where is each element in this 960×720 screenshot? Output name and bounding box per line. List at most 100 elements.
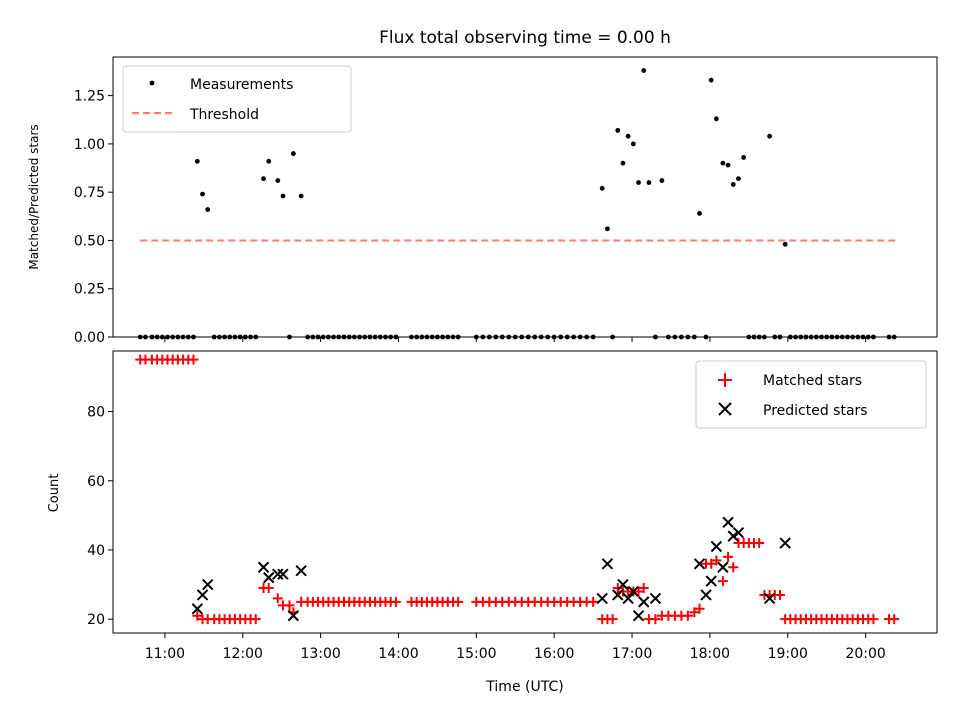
predicted-star-point <box>705 575 717 587</box>
bottom-ylabel: Count <box>47 474 62 513</box>
top-y-axis: 0.00 0.25 0.50 0.75 1.00 1.25 <box>74 89 113 346</box>
bottom-xtick-label: 20:00 <box>845 646 885 662</box>
measurement-point <box>659 178 665 183</box>
matched-star-point <box>192 610 203 621</box>
measurement-point <box>298 193 304 199</box>
matched-star-point <box>263 583 274 594</box>
bottom-xtick-label: 13:00 <box>300 646 340 662</box>
predicted-star-point <box>287 609 300 622</box>
measurement-point <box>200 191 205 197</box>
measurement-point <box>646 180 652 185</box>
predicted-star-point <box>627 585 640 598</box>
measurement-point <box>641 68 647 73</box>
predicted-star-point <box>277 568 289 580</box>
predicted-star-point <box>693 558 706 570</box>
top-legend: Measurements Threshold <box>122 65 352 133</box>
bottom-ytick-label: 20 <box>87 612 105 628</box>
measurement-point <box>275 178 281 183</box>
predicted-star-point <box>638 596 650 608</box>
measurement-point <box>599 185 605 191</box>
legend-measurements-label: Measurements <box>190 77 293 93</box>
predicted-star-point <box>596 592 608 605</box>
bottom-legend-box <box>695 360 927 429</box>
measurement-point <box>605 226 610 232</box>
bottom-x-axis: 11:00 12:00 13:00 14:00 15:00 16:00 17:00 18:00… <box>145 633 886 662</box>
top-title: Flux total observing time = 0.00 h <box>379 28 671 48</box>
bottom-xtick-label: 15:00 <box>456 646 496 662</box>
bottom-xtick-label: 12:00 <box>223 646 263 662</box>
measurement-point <box>266 158 272 164</box>
matched-star-point <box>612 583 623 594</box>
legend-predicted-marker <box>718 402 732 416</box>
bottom-ytick-label: 40 <box>87 543 105 559</box>
measurement-point <box>280 193 286 199</box>
predicted-stars-layer <box>191 516 791 622</box>
predicted-star-point <box>617 578 629 591</box>
measurement-point <box>630 141 636 147</box>
matched-star-point <box>284 600 295 611</box>
measurement-point <box>620 160 626 166</box>
bottom-xtick-label: 16:00 <box>534 646 574 662</box>
matched-star-point <box>728 562 739 573</box>
top-ytick-label: 1.25 <box>74 89 105 105</box>
matched-star-point <box>633 586 644 597</box>
predicted-star-point <box>779 537 791 549</box>
measurement-point <box>615 127 621 133</box>
top-ylabel: Matched/Predicted stars <box>27 124 41 269</box>
matched-star-point <box>889 614 900 625</box>
predicted-star-point <box>601 558 614 570</box>
predicted-star-point <box>191 603 204 615</box>
legend-predicted-label: Predicted stars <box>763 403 868 419</box>
matched-star-point <box>689 607 700 618</box>
predicted-star-point <box>632 609 645 622</box>
matched-star-point <box>717 576 728 587</box>
measurement-point <box>261 176 266 182</box>
bottom-xlabel: Time (UTC) <box>485 679 563 695</box>
predicted-star-point <box>272 568 284 580</box>
predicted-star-point <box>202 578 214 591</box>
top-ytick-label: 0.00 <box>74 330 105 346</box>
matched-star-point <box>711 555 722 566</box>
predicted-star-point <box>722 516 734 528</box>
matched-star-point <box>682 610 693 621</box>
top-axes-frame <box>112 56 938 338</box>
measurement-point <box>194 158 200 164</box>
measurement-point <box>730 182 736 187</box>
matched-star-point <box>706 558 717 569</box>
matched-star-point <box>774 589 785 600</box>
predicted-star-point <box>612 589 624 601</box>
matched-star-point <box>588 596 599 607</box>
legend-matched-label: Matched stars <box>763 373 862 389</box>
bottom-ytick-label: 80 <box>87 405 105 421</box>
matched-star-point <box>272 593 283 604</box>
predicted-star-point <box>700 589 712 601</box>
matched-star-point <box>188 354 199 365</box>
top-ytick-label: 0.25 <box>74 282 105 298</box>
measurement-point <box>736 176 741 182</box>
legend-measurements-marker <box>149 80 155 86</box>
bottom-ytick-label: 60 <box>87 474 105 490</box>
matched-star-point <box>868 614 879 625</box>
matched-star-point <box>694 603 705 614</box>
measurement-point <box>720 160 726 166</box>
bottom-xtick-label: 11:00 <box>145 646 185 662</box>
bottom-legend: Matched stars Predicted stars <box>695 360 927 429</box>
measurement-point <box>714 116 719 122</box>
top-panel: Flux total observing time = 0.00 h Match… <box>27 28 938 346</box>
bottom-panel: Count Time (UTC) 20 40 60 80 11:00 12:00 13:0… <box>47 350 938 695</box>
bottom-axes-frame <box>112 350 938 634</box>
measurement-point <box>708 77 714 83</box>
predicted-star-point <box>263 571 275 584</box>
matched-star-point <box>650 614 661 625</box>
measurement-point <box>725 162 731 168</box>
predicted-star-point <box>622 592 634 605</box>
predicted-star-point <box>727 530 739 542</box>
predicted-star-point <box>732 526 745 539</box>
bottom-xtick-label: 19:00 <box>768 646 808 662</box>
measurement-point <box>625 133 631 139</box>
predicted-star-point <box>196 589 209 601</box>
measurement-point <box>767 133 773 139</box>
matched-star-point <box>453 596 464 607</box>
predicted-star-point <box>649 592 662 605</box>
top-x-axis <box>164 337 867 342</box>
